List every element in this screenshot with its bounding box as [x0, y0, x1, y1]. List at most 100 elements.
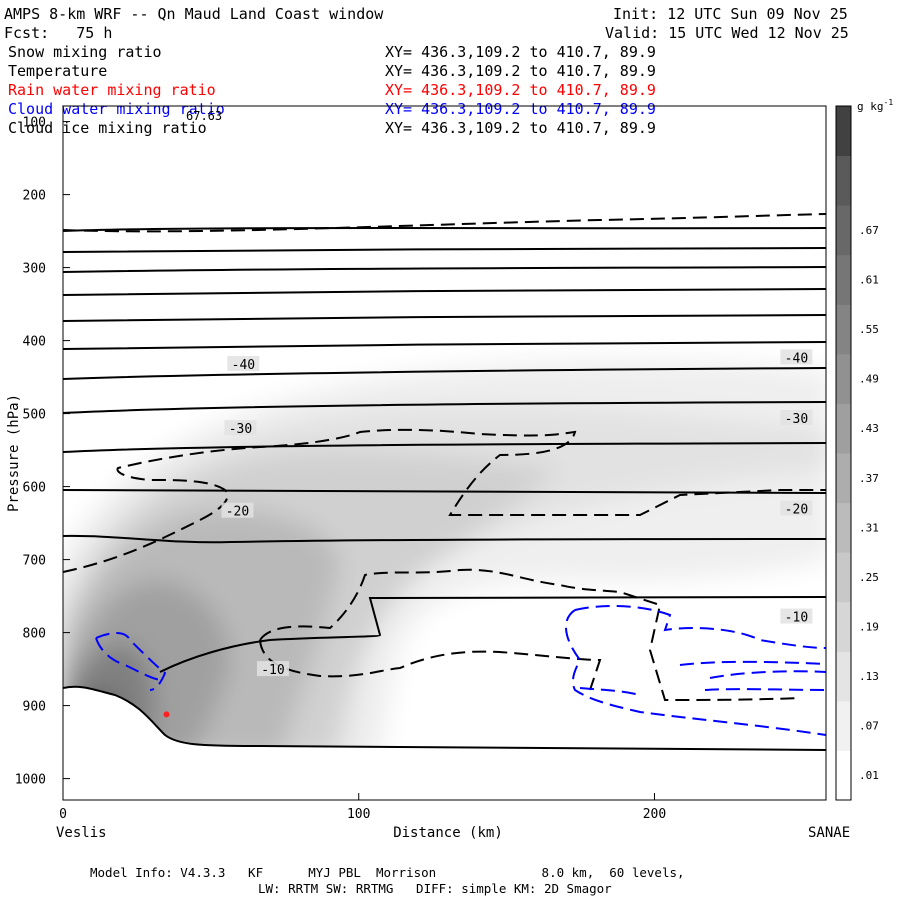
y-tick-label: 200	[23, 189, 46, 204]
y-tick-label: 800	[23, 627, 46, 642]
temperature-label-bg	[780, 608, 813, 624]
cloud-ice-contour	[259, 639, 602, 691]
field-name: Cloud water mixing ratio	[8, 100, 225, 118]
colorbar-swatch	[836, 304, 851, 355]
cloud-water-contour	[704, 688, 826, 691]
temperature-label-bg	[780, 409, 813, 425]
forecast-hour: Fcst: 75 h	[4, 24, 113, 42]
cloud-ice-contours	[63, 213, 826, 702]
endpoint-left-label: Veslis	[56, 825, 107, 841]
y-axis: 100 200 300 400 500 600 700 800 900 1000	[15, 116, 70, 788]
temperature-label-bg	[256, 661, 289, 677]
colorbar-frame	[835, 105, 852, 801]
colorbar-level-label: .19	[859, 621, 879, 634]
isotherm	[63, 367, 826, 380]
colorbar-swatch	[836, 700, 851, 751]
field-xy-range: XY= 436.3,109.2 to 410.7, 89.9	[385, 100, 656, 118]
temperature-label-bg	[224, 420, 257, 436]
field-xy-range: XY= 436.3,109.2 to 410.7, 89.9	[385, 62, 656, 80]
colorbar-level-label: .01	[859, 769, 879, 782]
cloud-water-contours	[95, 605, 826, 736]
temperature-label-bg	[780, 349, 813, 365]
colorbar-level-label: .61	[859, 274, 879, 287]
temperature-label: -30	[785, 412, 808, 427]
y-tick-label: 700	[23, 554, 46, 569]
valid-time: Valid: 15 UTC Wed 12 Nov 25	[605, 24, 849, 42]
colorbar-swatch	[836, 502, 851, 553]
temperature-labels: -40 -30 -20 -10 -40 -30 -20 -10	[221, 349, 813, 678]
temperature-label: -10	[785, 611, 808, 626]
chart-title: AMPS 8-km WRF -- Qn Maud Land Coast wind…	[4, 5, 384, 23]
snow-shading	[63, 359, 826, 800]
model-info-line2: LW: RRTM SW: RRTMG DIFF: simple KM: 2D S…	[258, 881, 612, 896]
colorbar-level-label: .13	[859, 670, 879, 683]
isotherm	[63, 314, 826, 322]
cloud-water-contour	[95, 632, 167, 691]
colorbar-swatch	[836, 651, 851, 702]
cloud-water-contour	[95, 637, 161, 681]
isotherm	[63, 442, 826, 453]
temperature-label: -40	[785, 351, 808, 366]
colorbar-swatch	[836, 155, 851, 206]
temperature-label: -10	[261, 663, 284, 678]
y-tick-label: 1000	[15, 773, 46, 788]
colorbar-swatch	[836, 453, 851, 504]
colorbar-level-label: .49	[859, 373, 879, 386]
isotherm-minus30	[63, 401, 826, 414]
temperature-label: -30	[229, 422, 252, 437]
x-axis-label: Distance (km)	[393, 825, 503, 841]
field-xy-range: XY= 436.3,109.2 to 410.7, 89.9	[385, 43, 656, 61]
x-tick-label: 100	[347, 807, 370, 822]
colorbar-unit: g kg-1	[857, 98, 893, 113]
temperature-label: -20	[226, 505, 249, 520]
y-tick-label: 500	[23, 408, 46, 423]
colorbar-level-label: .55	[859, 323, 879, 336]
field-name: Snow mixing ratio	[8, 43, 162, 61]
terrain-line	[63, 685, 826, 751]
endpoint-right-label: SANAE	[808, 825, 850, 841]
y-tick-label: 600	[23, 481, 46, 496]
temperature-label-bg	[780, 500, 813, 516]
isotherm-minus10	[159, 596, 826, 673]
colorbar-swatch	[836, 205, 851, 256]
max-value-label: 67.63	[186, 109, 222, 123]
colorbar-level-label: .07	[859, 720, 879, 733]
cloud-water-contour	[709, 670, 826, 679]
model-info-line1: Model Info: V4.3.3 KF MYJ PBL Morrison 8…	[90, 865, 685, 880]
cloud-ice-contour	[63, 213, 826, 233]
init-time: Init: 12 UTC Sun 09 Nov 25	[613, 5, 848, 23]
y-tick-label: 100	[23, 116, 46, 131]
field-name: Cloud ice mixing ratio	[8, 119, 207, 137]
colorbar-level-label: .31	[859, 521, 879, 534]
cloud-water-contour	[574, 605, 826, 649]
colorbar: .01 .07 .13 .19 .25 .31 .37 .43 .49 .55 .61 .67	[835, 105, 879, 801]
colorbar-swatch	[836, 353, 851, 404]
rain-max-marker	[163, 711, 170, 718]
field-xy-range: XY= 436.3,109.2 to 410.7, 89.9	[385, 81, 656, 99]
colorbar-swatch	[836, 254, 851, 305]
colorbar-level-label: .43	[859, 422, 879, 435]
isotherm	[63, 534, 826, 544]
colorbar-swatch	[836, 106, 851, 157]
colorbar-swatch	[836, 552, 851, 603]
y-tick-label: 400	[23, 335, 46, 350]
x-axis: 0 100 200	[59, 793, 666, 822]
cloud-water-contour	[565, 609, 826, 736]
plot-frame	[62, 105, 827, 801]
isotherm-minus40	[63, 341, 826, 350]
temperature-label: -40	[232, 358, 255, 373]
y-tick-label: 300	[23, 262, 46, 277]
colorbar-level-label: .37	[859, 472, 879, 485]
field-name: Temperature	[8, 62, 108, 80]
temperature-label: -20	[785, 503, 808, 518]
isotherm	[63, 288, 826, 296]
x-tick-label: 200	[643, 807, 666, 822]
y-axis-label: Pressure (hPa)	[6, 394, 22, 512]
temperature-label-bg	[221, 502, 254, 518]
colorbar-swatch	[836, 750, 851, 801]
x-tick-label: 0	[59, 807, 67, 822]
temperature-isotherms	[63, 227, 826, 751]
colorbar-level-label: .25	[859, 571, 879, 584]
cloud-ice-contour	[63, 428, 826, 573]
